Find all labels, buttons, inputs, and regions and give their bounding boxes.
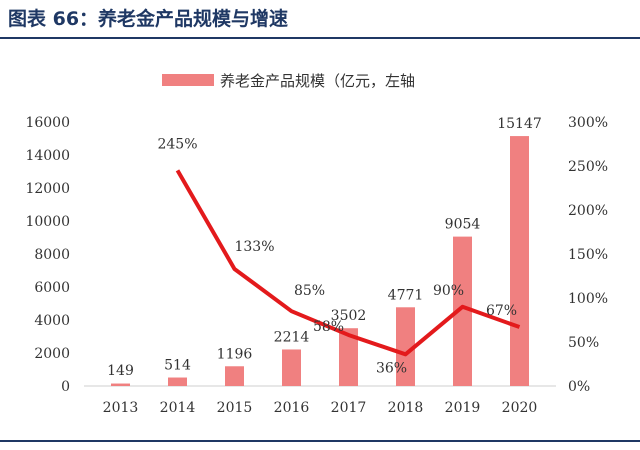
bar	[396, 307, 415, 386]
bar-line-chart: 养老金产品规模（亿元，左轴 0 2000 4000 6000 8000 10000 1200…	[25, 72, 608, 416]
bar-value-label: 9054	[445, 217, 481, 233]
legend-label: 养老金产品规模（亿元，左轴	[220, 72, 415, 90]
bar	[339, 328, 358, 386]
growth-value-label: 85%	[294, 283, 325, 299]
figure-title: 图表 66：养老金产品规模与增速	[8, 8, 289, 30]
bar-value-label: 4771	[388, 287, 424, 303]
bar-value-label: 2214	[274, 329, 310, 345]
left-tick-label: 4000	[34, 313, 70, 329]
growth-value-label: 36%	[376, 360, 407, 376]
x-tick-label: 2019	[445, 400, 481, 416]
legend-swatch	[162, 74, 214, 86]
growth-value-labels: 245% 133% 85% 58% 36% 90% 67%	[157, 136, 517, 376]
right-tick-label: 50%	[568, 335, 599, 351]
figure-header: 图表 66：养老金产品规模与增速	[0, 0, 640, 39]
bar-value-label: 1196	[217, 346, 253, 362]
x-tick-label: 2018	[388, 400, 424, 416]
left-tick-label: 12000	[25, 181, 70, 197]
bar-value-label: 149	[107, 363, 134, 379]
bar-value-label: 15147	[497, 116, 542, 132]
left-tick-label: 14000	[25, 148, 70, 164]
left-tick-label: 0	[61, 379, 70, 395]
bar	[168, 377, 187, 386]
right-axis: 0% 50% 100% 150% 200% 250% 300%	[568, 115, 608, 395]
left-tick-label: 6000	[34, 280, 70, 296]
left-tick-label: 8000	[34, 247, 70, 263]
left-axis: 0 2000 4000 6000 8000 10000 12000 14000 16000	[25, 115, 70, 395]
bar	[282, 349, 301, 386]
growth-value-label: 67%	[486, 303, 517, 319]
right-tick-label: 0%	[568, 379, 590, 395]
title-divider	[0, 37, 640, 39]
growth-line-series	[175, 169, 521, 357]
x-axis-labels: 2013 2014 2015 2016 2017 2018 2019 2020	[103, 400, 538, 416]
bar-value-label: 514	[164, 358, 191, 374]
bar	[111, 383, 130, 386]
x-tick-label: 2020	[502, 400, 538, 416]
bar	[453, 236, 472, 386]
x-tick-label: 2015	[217, 400, 253, 416]
right-tick-label: 300%	[568, 115, 608, 131]
right-tick-label: 150%	[568, 247, 608, 263]
right-tick-label: 250%	[568, 159, 608, 175]
x-tick-label: 2017	[331, 400, 367, 416]
bottom-divider	[0, 440, 640, 442]
bar	[510, 136, 529, 386]
bar	[225, 366, 244, 386]
x-tick-label: 2013	[103, 400, 139, 416]
right-tick-label: 100%	[568, 291, 608, 307]
growth-value-label: 245%	[157, 136, 197, 152]
growth-value-label: 90%	[433, 283, 464, 299]
growth-value-label: 58%	[313, 319, 344, 335]
x-tick-label: 2014	[160, 400, 196, 416]
bar-series	[111, 136, 529, 386]
bar-value-labels: 149 514 1196 2214 3502 4771 9054 15147	[107, 116, 542, 379]
growth-line	[175, 169, 521, 357]
right-tick-label: 200%	[568, 203, 608, 219]
left-tick-label: 2000	[34, 346, 70, 362]
left-tick-label: 16000	[25, 115, 70, 131]
x-tick-label: 2016	[274, 400, 310, 416]
left-tick-label: 10000	[25, 214, 70, 230]
growth-value-label: 133%	[234, 239, 274, 255]
legend: 养老金产品规模（亿元，左轴	[162, 72, 415, 90]
bar-value-label: 3502	[331, 308, 367, 324]
